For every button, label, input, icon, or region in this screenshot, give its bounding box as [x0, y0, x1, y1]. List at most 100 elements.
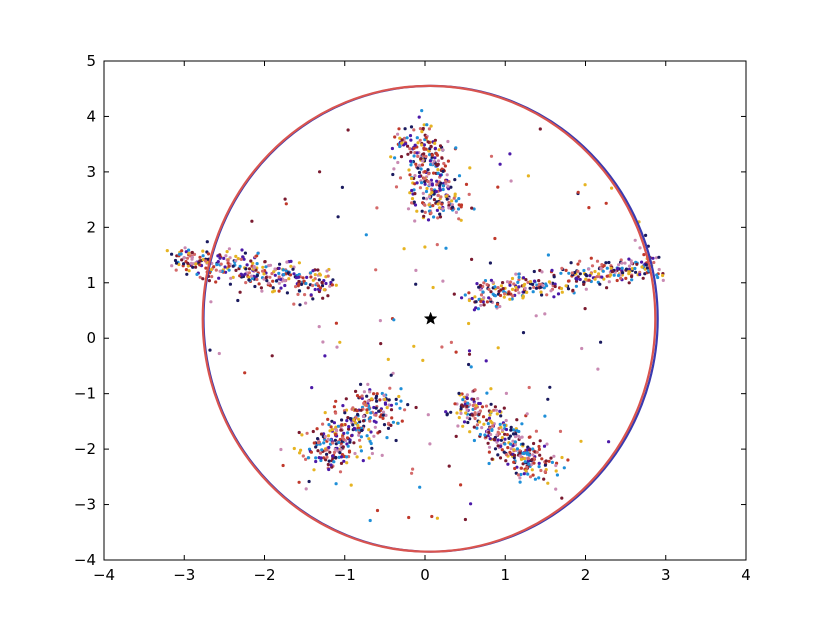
- scatter-point-640: [328, 284, 332, 288]
- scatter-point-541: [302, 279, 306, 283]
- scatter-point-572: [268, 263, 273, 267]
- scatter-point-542: [222, 256, 226, 260]
- scatter-point-296: [441, 207, 445, 211]
- scatter-point-333: [288, 273, 293, 277]
- scatter-point-1641: [402, 247, 406, 251]
- scatter-point-860: [534, 286, 539, 290]
- scatter-point-1276: [359, 408, 363, 412]
- scatter-point-1526: [490, 421, 494, 425]
- scatter-point-770: [511, 294, 515, 298]
- scatter-point-925: [532, 279, 537, 283]
- scatter-point-1214: [341, 445, 345, 449]
- scatter-point-870: [574, 284, 579, 288]
- scatter-point-1141: [350, 407, 354, 411]
- scatter-point-130: [436, 171, 440, 175]
- scatter-point-648: [234, 254, 238, 258]
- scatter-point-1717: [346, 128, 350, 132]
- scatter-point-801: [576, 262, 580, 266]
- scatter-point-526: [297, 275, 301, 279]
- scatter-point-243: [412, 200, 416, 204]
- scatter-point-1063: [397, 394, 401, 399]
- scatter-point-732: [641, 276, 645, 280]
- scatter-point-35: [421, 191, 425, 195]
- scatter-point-1305: [329, 463, 333, 467]
- scatter-point-779: [542, 286, 546, 290]
- scatter-point-259: [436, 168, 440, 172]
- scatter-point-1690: [243, 371, 247, 375]
- scatter-point-294: [446, 184, 450, 188]
- scatter-point-303: [415, 136, 419, 140]
- scatter-point-1527: [477, 412, 481, 417]
- scatter-point-465: [268, 275, 272, 279]
- scatter-point-877: [505, 280, 510, 284]
- scatter-point-1583: [499, 414, 503, 418]
- scatter-point-1601: [457, 416, 461, 420]
- scatter-point-1216: [374, 406, 378, 410]
- scatter-point-784: [474, 300, 478, 304]
- scatter-point-10: [414, 162, 418, 166]
- scatter-point-584: [303, 293, 307, 297]
- scatter-point-185: [413, 219, 417, 223]
- scatter-point-940: [588, 274, 592, 278]
- scatter-point-826: [524, 278, 528, 282]
- scatter-point-1084: [299, 448, 303, 452]
- scatter-point-1729: [364, 233, 368, 237]
- scatter-point-1340: [521, 462, 525, 466]
- scatter-point-798: [578, 272, 582, 276]
- scatter-point-1528: [507, 436, 511, 440]
- scatter-point-291: [433, 141, 437, 145]
- x-tick-label-8: 4: [741, 566, 751, 584]
- scatter-point-633: [321, 296, 325, 300]
- scatter-point-673: [630, 267, 634, 271]
- scatter-point-1392: [490, 457, 494, 461]
- scatter-point-618: [226, 259, 230, 263]
- scatter-point-127: [432, 171, 436, 175]
- scatter-point-1598: [528, 448, 532, 452]
- scatter-point-312: [435, 153, 439, 157]
- scatter-point-869: [479, 303, 483, 307]
- scatter-point-1635: [513, 440, 517, 444]
- scatter-point-1767: [496, 444, 500, 448]
- scatter-point-1287: [386, 426, 391, 430]
- scatter-point-1229: [348, 440, 352, 444]
- scatter-point-555: [255, 254, 259, 258]
- scatter-point-1261: [381, 413, 385, 417]
- scatter-point-1252: [367, 428, 371, 432]
- scatter-point-1472: [489, 410, 493, 414]
- scatter-point-290: [436, 193, 440, 197]
- scatter-point-150: [419, 167, 423, 171]
- scatter-point-1332: [546, 481, 550, 485]
- scatter-point-1249: [383, 402, 388, 406]
- scatter-point-1453: [506, 462, 510, 466]
- scatter-point-417: [201, 249, 205, 253]
- scatter-point-740: [564, 268, 568, 272]
- scatter-point-435: [185, 256, 190, 260]
- scatter-point-207: [413, 182, 417, 186]
- scatter-point-1684: [368, 518, 372, 523]
- scatter-point-1011: [358, 438, 362, 442]
- scatter-point-946: [617, 263, 621, 267]
- scatter-point-137: [399, 155, 404, 159]
- scatter-point-811: [567, 271, 571, 275]
- scatter-point-642: [277, 266, 281, 270]
- scatter-point-1292: [334, 428, 338, 432]
- scatter-point-803: [621, 271, 625, 275]
- scatter-point-1753: [543, 414, 547, 418]
- scatter-point-1504: [518, 480, 522, 484]
- scatter-point-1693: [297, 480, 301, 484]
- scatter-point-1288: [323, 434, 327, 439]
- scatter-point-273: [423, 210, 427, 214]
- scatter-point-458: [201, 258, 205, 262]
- scatter-point-338: [183, 246, 187, 250]
- scatter-point-531: [249, 259, 253, 263]
- scatter-point-1548: [509, 425, 513, 429]
- scatter-point-1167: [354, 415, 358, 420]
- scatter-point-527: [244, 267, 248, 271]
- scatter-point-32: [428, 153, 432, 157]
- scatter-point-1695: [460, 296, 464, 300]
- scatter-point-629: [309, 275, 313, 279]
- scatter-point-1090: [365, 394, 369, 398]
- scatter-point-855: [517, 272, 521, 276]
- scatter-point-959: [570, 271, 574, 275]
- scatter-point-7: [453, 178, 457, 182]
